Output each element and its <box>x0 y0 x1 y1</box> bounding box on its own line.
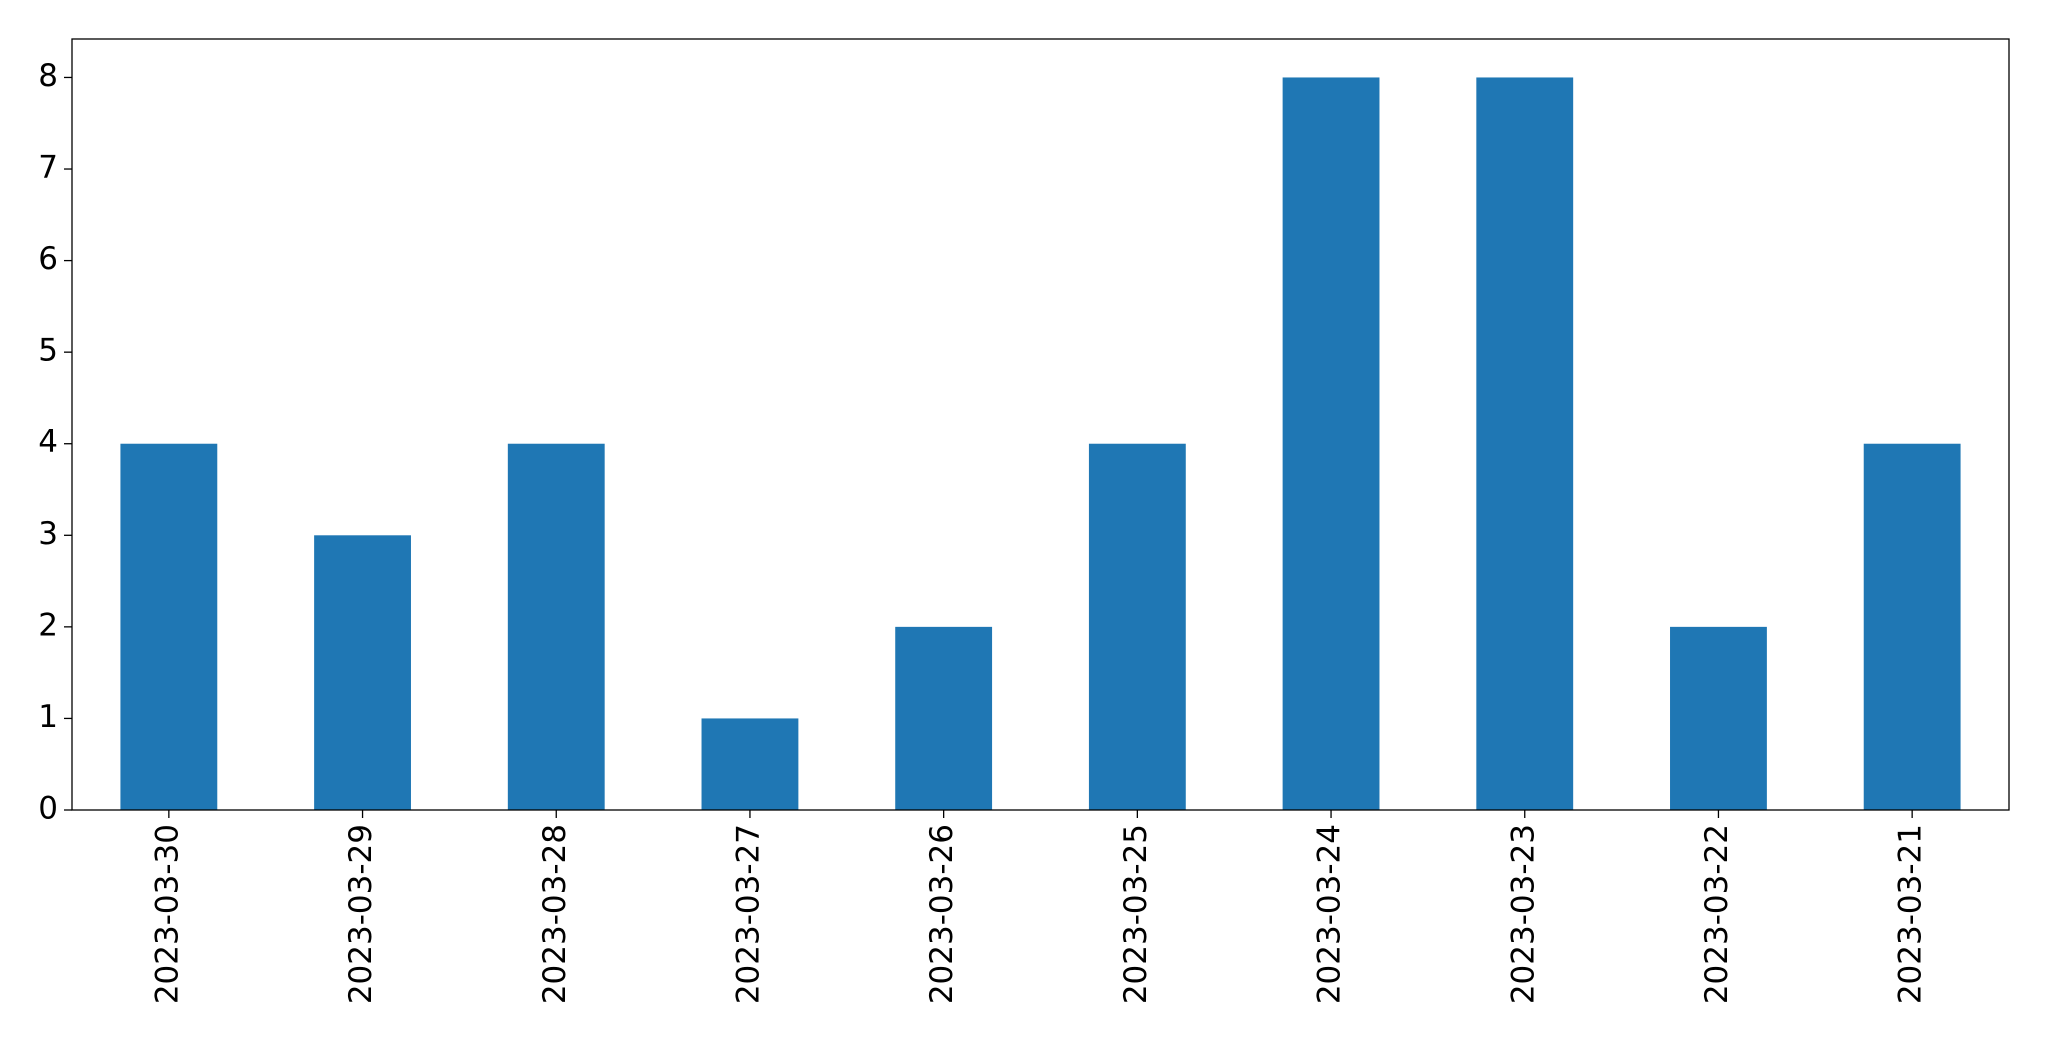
bar <box>120 443 218 810</box>
x-tick-label: 2023-03-26 <box>924 824 960 1004</box>
x-tick-label: 2023-03-24 <box>1312 824 1348 1004</box>
x-tick-label: 2023-03-22 <box>1699 824 1735 1004</box>
y-tick-label: 1 <box>38 699 58 735</box>
bar <box>314 535 411 810</box>
y-tick-label: 6 <box>38 241 58 277</box>
y-tick-label: 0 <box>38 791 58 827</box>
y-tick-label: 8 <box>38 58 58 94</box>
y-tick-label: 5 <box>38 333 58 369</box>
bar <box>1088 443 1186 810</box>
x-tick-label: 2023-03-28 <box>537 824 573 1004</box>
x-tick-label: 2023-03-21 <box>1893 824 1929 1004</box>
y-tick-label: 4 <box>38 424 58 460</box>
x-tick-label: 2023-03-30 <box>149 824 185 1004</box>
y-tick-label: 7 <box>38 150 58 186</box>
y-tick-label: 2 <box>38 607 58 643</box>
x-tick-label: 2023-03-27 <box>730 824 766 1004</box>
x-tick-label: 2023-03-23 <box>1505 824 1541 1004</box>
bar <box>895 626 993 810</box>
bar <box>701 718 799 810</box>
x-tick-label: 2023-03-29 <box>343 824 379 1004</box>
bar <box>1476 77 1574 810</box>
bar <box>1670 626 1767 810</box>
bar <box>1282 77 1380 810</box>
y-tick-label: 3 <box>38 516 58 552</box>
bar <box>1863 443 1961 810</box>
x-tick-label: 2023-03-25 <box>1118 824 1154 1004</box>
bar <box>507 443 605 810</box>
plot-frame <box>71 38 2010 811</box>
